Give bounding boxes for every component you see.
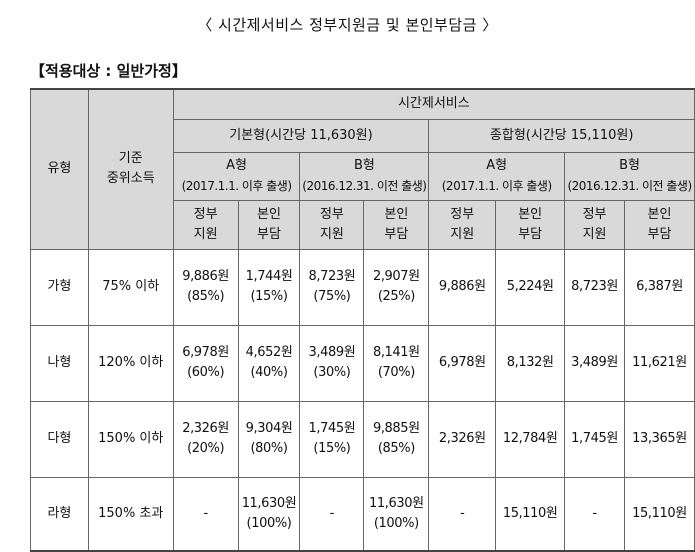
header-basic-b: B형 (2016.12.31. 이전 출생) xyxy=(299,151,430,201)
cell-basic-b-self: 2,907원 (25%) xyxy=(363,248,430,326)
row-type: 가형 xyxy=(30,248,89,326)
cell-comp-b-gov: 3,489원 xyxy=(564,324,626,402)
cell-comp-b-self: 6,387원 xyxy=(624,248,695,326)
row-income: 150% 초과 xyxy=(87,476,174,552)
header-service: 시간제서비스 xyxy=(172,88,695,120)
cell-comp-a-gov: 6,978원 xyxy=(428,324,497,402)
header-gov: 정부 지원 xyxy=(564,199,626,250)
cell-comp-a-self: 5,224원 xyxy=(495,248,566,326)
cell-comp-b-self: 13,365원 xyxy=(624,400,695,478)
header-basic: 기본형(시간당 11,630원) xyxy=(172,118,430,153)
row-type: 라형 xyxy=(30,476,89,552)
header-self: 본인 부담 xyxy=(495,199,566,250)
table-row: 나형 120% 이하 6,978원 (60%) 4,652원 (40%) 3,489… xyxy=(30,324,695,402)
cell-basic-b-gov: - xyxy=(299,476,365,552)
header-gov: 정부 지원 xyxy=(299,199,365,250)
cell-comp-a-gov: 2,326원 xyxy=(428,400,497,478)
header-type: 유형 xyxy=(30,88,89,250)
table-row: 라형 150% 초과 - 11,630원 (100%) - 11,630원 (100… xyxy=(30,476,695,552)
cell-comp-b-gov: - xyxy=(564,476,626,552)
header-basic-a: A형 (2017.1.1. 이후 출생) xyxy=(172,151,301,201)
row-income: 150% 이하 xyxy=(87,400,174,478)
row-type: 나형 xyxy=(30,324,89,402)
cell-basic-b-self: 9,885원 (85%) xyxy=(363,400,430,478)
row-type: 다형 xyxy=(30,400,89,478)
cell-comp-a-gov: - xyxy=(428,476,497,552)
header-self: 본인 부담 xyxy=(237,199,301,250)
cell-basic-a-self: 4,652원 (40%) xyxy=(237,324,301,402)
cell-basic-a-gov: 6,978원 (60%) xyxy=(172,324,239,402)
support-table: 유형 기준 중위소득 시간제서비스 기본형(시간당 11,630원) 종합형(시간… xyxy=(30,88,695,552)
cell-basic-a-gov: 9,886원 (85%) xyxy=(172,248,239,326)
cell-comp-b-gov: 8,723원 xyxy=(564,248,626,326)
cell-comp-b-gov: 1,745원 xyxy=(564,400,626,478)
cell-comp-a-self: 8,132원 xyxy=(495,324,566,402)
cell-basic-a-gov: 2,326원 (20%) xyxy=(172,400,239,478)
header-comp-b: B형 (2016.12.31. 이전 출생) xyxy=(564,151,695,201)
cell-basic-b-gov: 8,723원 (75%) xyxy=(299,248,365,326)
cell-comp-b-self: 15,110원 xyxy=(624,476,695,552)
cell-basic-b-gov: 1,745원 (15%) xyxy=(299,400,365,478)
cell-basic-b-self: 11,630원 (100%) xyxy=(363,476,430,552)
row-income: 75% 이하 xyxy=(87,248,174,326)
cell-basic-b-gov: 3,489원 (30%) xyxy=(299,324,365,402)
section-subtitle: 【적용대상 : 일반가정】 xyxy=(30,62,187,80)
cell-basic-a-self: 1,744원 (15%) xyxy=(237,248,301,326)
cell-comp-a-gov: 9,886원 xyxy=(428,248,497,326)
header-gov: 정부 지원 xyxy=(428,199,497,250)
table-row: 가형 75% 이하 9,886원 (85%) 1,744원 (15%) 8,723원… xyxy=(30,248,695,326)
cell-basic-a-gov: - xyxy=(172,476,239,552)
cell-basic-a-self: 9,304원 (80%) xyxy=(237,400,301,478)
header-gov: 정부 지원 xyxy=(172,199,239,250)
cell-basic-b-self: 8,141원 (70%) xyxy=(363,324,430,402)
header-comprehensive: 종합형(시간당 15,110원) xyxy=(428,118,695,153)
page-title: 〈 시간제서비스 정부지원금 및 본인부담금 〉 xyxy=(197,16,498,34)
header-income: 기준 중위소득 xyxy=(87,88,174,250)
cell-comp-a-self: 15,110원 xyxy=(495,476,566,552)
cell-basic-a-self: 11,630원 (100%) xyxy=(237,476,301,552)
header-self: 본인 부담 xyxy=(363,199,430,250)
header-comp-a: A형 (2017.1.1. 이후 출생) xyxy=(428,151,566,201)
table-row: 다형 150% 이하 2,326원 (20%) 9,304원 (80%) 1,745… xyxy=(30,400,695,478)
row-income: 120% 이하 xyxy=(87,324,174,402)
cell-comp-b-self: 11,621원 xyxy=(624,324,695,402)
cell-comp-a-self: 12,784원 xyxy=(495,400,566,478)
header-self: 본인 부담 xyxy=(624,199,695,250)
